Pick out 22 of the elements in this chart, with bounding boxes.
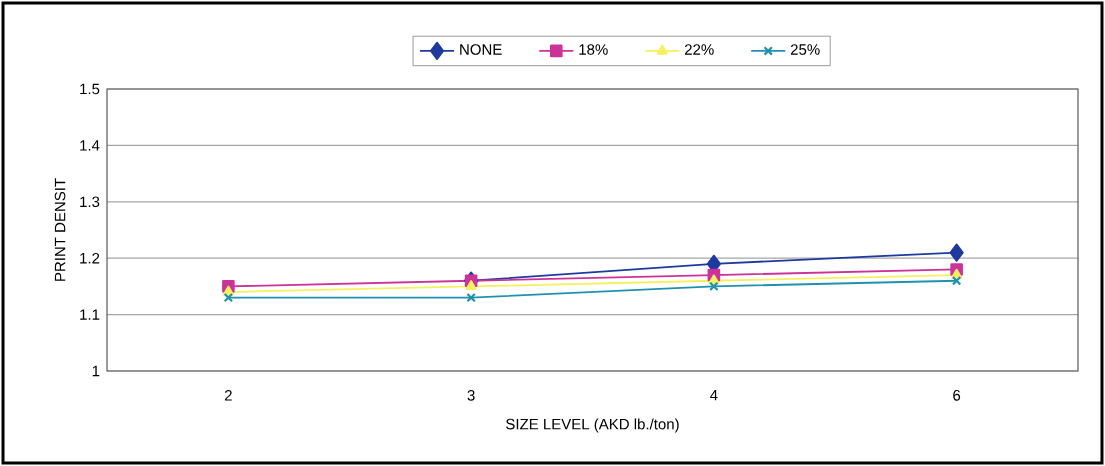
legend-label: 22%: [684, 44, 714, 55]
x-tick-label: 3: [467, 390, 475, 401]
x-tick-label: 6: [953, 390, 961, 401]
y-tick-label: 1.5: [80, 83, 100, 95]
legend-label: NONE: [460, 44, 502, 55]
point: [223, 292, 234, 303]
y-tick-label: 1.1: [80, 309, 100, 320]
legend-label: 18%: [579, 44, 608, 55]
y-axis-title: PRINT DENSIT: [54, 178, 66, 281]
x-axis-title: SIZE LEVEL (AKD lb./ton): [506, 418, 679, 433]
point: [949, 243, 964, 262]
y-tick-label: 1: [92, 365, 100, 377]
y-tick-label: 1.2: [80, 252, 100, 264]
legend-label: 25%: [790, 44, 820, 55]
point: [465, 280, 477, 291]
x-tick-label: 4: [710, 390, 718, 401]
point: [709, 281, 719, 292]
point: [466, 292, 476, 303]
x-tick-label: 2: [224, 390, 232, 401]
y-tick-label: 1.3: [80, 196, 100, 208]
y-tick-label: 1.4: [80, 140, 100, 151]
point: [951, 275, 962, 286]
